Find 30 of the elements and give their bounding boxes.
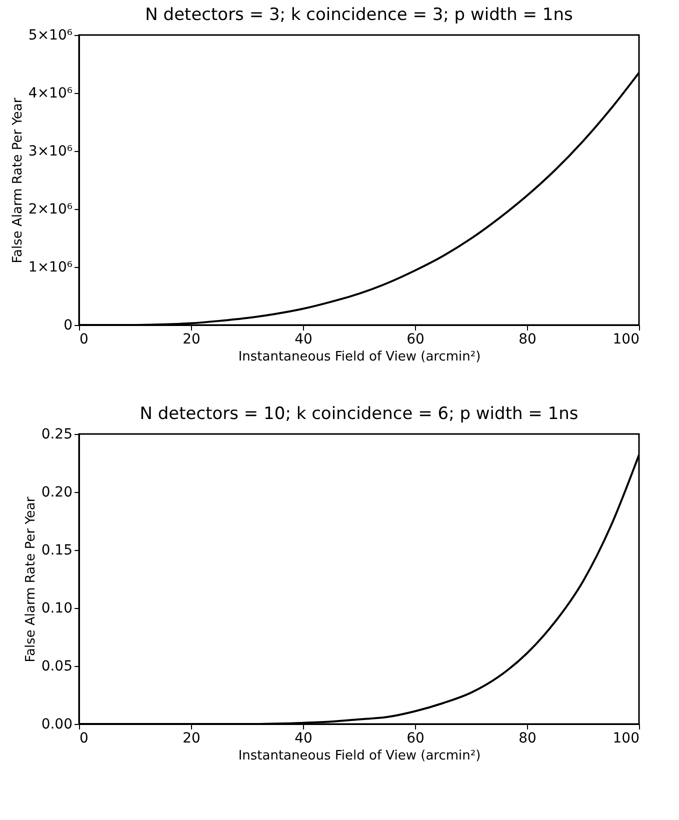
x-tick-label: 100 [612,730,640,746]
chart-title: N detectors = 10; k coincidence = 6; p width = 1ns [140,404,578,424]
y-tick-label: 0.20 [41,484,72,500]
x-tick-label: 80 [518,332,536,348]
y-tick-label: 0 [64,318,72,334]
y-tick-label: 0.05 [41,658,72,674]
chart-title: N detectors = 3; k coincidence = 3; p width = 1ns [145,5,573,25]
x-tick-label: 0 [80,730,88,746]
x-tick-label: 40 [294,332,312,348]
y-tick-label: 4×10⁶ [28,86,73,102]
y-tick-label: 5×10⁶ [28,28,73,44]
y-tick-label: 3×10⁶ [28,144,73,160]
x-tick-label: 40 [294,730,312,746]
y-axis-title: False Alarm Rate Per Year [23,496,38,662]
y-tick-label: 2×10⁶ [28,202,73,218]
y-tick-label: 1×10⁶ [28,260,73,276]
x-tick-label: 20 [182,730,200,746]
y-tick-label: 0.00 [41,716,72,732]
x-tick-label: 60 [406,332,424,348]
x-tick-label: 20 [182,332,200,348]
x-tick-label: 60 [406,730,424,746]
y-axis-title: False Alarm Rate Per Year [10,97,26,264]
x-axis-title: Instantaneous Field of View (arcmin²) [238,350,481,364]
x-tick-label: 80 [518,730,536,746]
x-tick-label: 0 [80,332,88,348]
x-axis-title: Instantaneous Field of View (arcmin²) [238,748,481,764]
y-tick-label: 0.10 [41,600,72,616]
y-tick-label: 0.25 [41,426,72,442]
y-tick-label: 0.15 [41,542,72,558]
x-tick-label: 100 [612,332,640,348]
